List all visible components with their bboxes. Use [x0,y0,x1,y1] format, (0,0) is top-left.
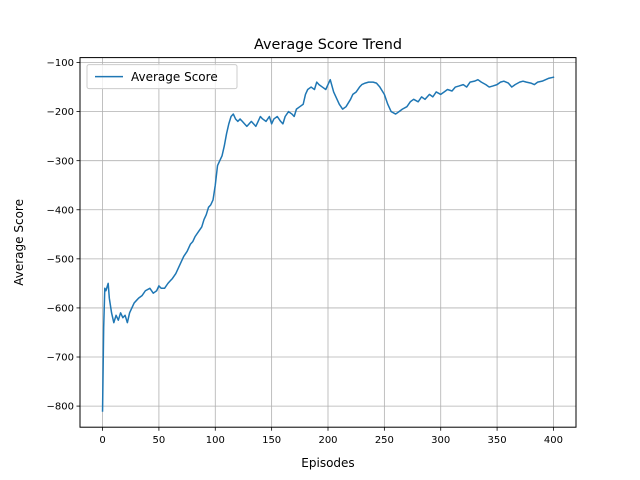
y-tick-label: −800 [47,402,74,413]
legend: Average Score [86,64,238,90]
legend-box [86,64,238,90]
y-tick-label: −300 [47,156,74,167]
x-tick-label: 100 [206,435,225,446]
y-tick-label: −400 [47,205,74,216]
legend-label: Average Score [131,70,218,84]
x-axis-label: Episodes [301,456,354,470]
y-tick-label: −600 [47,304,74,315]
x-tick-label: 200 [318,435,337,446]
x-tick-label: 400 [544,435,563,446]
y-tick-label: −200 [47,107,74,118]
x-tick-label: 0 [99,435,105,446]
y-axis-ticks: −800 −700 −600 −500 −400 −300 −200 −100 [47,58,80,413]
series-layer [101,76,555,412]
grid [80,57,576,428]
x-tick-label: 50 [153,435,166,446]
chart-title: Average Score Trend [254,37,402,53]
series-line-0 [101,76,555,412]
y-tick-label: −500 [47,254,74,265]
y-axis-label: Average Score [12,199,26,286]
y-tick-label: −100 [47,58,74,69]
x-tick-label: 250 [375,435,394,446]
x-tick-label: 300 [431,435,450,446]
x-axis-ticks: 0 50 100 150 200 250 300 350 400 [99,427,563,446]
y-tick-label: −700 [47,353,74,364]
x-tick-label: 350 [488,435,507,446]
x-tick-label: 150 [262,435,281,446]
